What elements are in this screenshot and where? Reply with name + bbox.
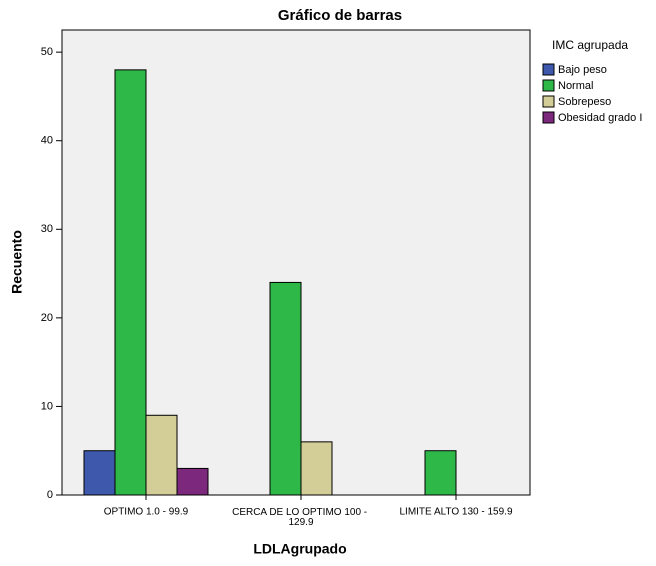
y-tick-label: 40 — [41, 135, 53, 147]
bar — [176, 467, 209, 496]
legend-title: IMC agrupada — [552, 38, 628, 52]
legend-swatch — [542, 79, 555, 92]
bar — [424, 450, 457, 496]
x-tick-label: LIMITE ALTO 130 - 159.9 — [399, 507, 512, 518]
y-tick-label: 20 — [41, 312, 53, 324]
x-tick-label: OPTIMO 1.0 - 99.9 — [104, 507, 189, 518]
legend-swatch — [542, 95, 555, 108]
y-tick-label: 0 — [47, 489, 53, 501]
y-tick-label: 30 — [41, 223, 53, 235]
x-axis-title: LDLAgrupado — [253, 541, 346, 557]
legend-label: Normal — [558, 80, 593, 92]
bar — [83, 450, 116, 496]
bar — [145, 414, 178, 496]
y-tick-label: 10 — [41, 400, 53, 412]
legend-label: Obesidad grado I — [558, 112, 642, 124]
x-tick-label: CERCA DE LO OPTIMO 100 - 129.9 — [232, 507, 370, 528]
y-axis-title: Recuento — [9, 230, 25, 294]
bar — [300, 441, 333, 496]
legend-label: Bajo peso — [558, 64, 607, 76]
legend-swatch — [542, 63, 555, 76]
bar — [269, 281, 302, 496]
legend-label: Sobrepeso — [558, 96, 611, 108]
bar — [114, 69, 147, 496]
chart-title: Gráfico de barras — [278, 7, 402, 24]
y-tick-label: 50 — [41, 46, 53, 58]
legend-swatch — [542, 111, 555, 124]
